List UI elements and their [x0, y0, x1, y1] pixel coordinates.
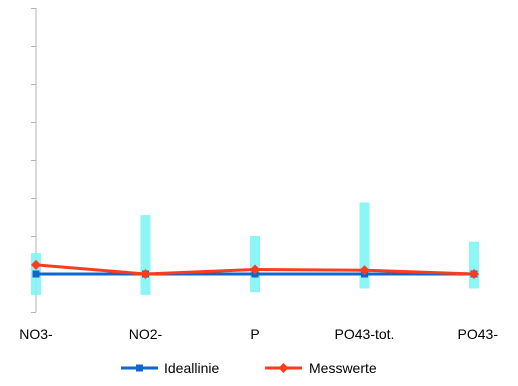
- x-tick-labels: NO3- NO2- P PO43-tot. PO43-: [19, 326, 498, 342]
- point-Ideallinie-NO3-: [32, 270, 40, 278]
- point-Messwerte-NO2-: [140, 269, 151, 279]
- series-group: [31, 259, 479, 279]
- point-Messwerte-PO43-: [469, 269, 479, 279]
- legend-label-Messwerte: Messwerte: [309, 360, 377, 376]
- error-bar-NO2-: [140, 215, 151, 295]
- error-bar-PO43-tot.: [359, 202, 370, 289]
- error-bars: [31, 202, 479, 295]
- point-Messwerte-NO3-: [31, 259, 41, 270]
- error-bar-PO43-: [469, 241, 479, 289]
- point-Messwerte-P: [250, 264, 260, 275]
- legend-marker-Ideallinie: [136, 364, 143, 372]
- error-bar-P: [250, 236, 260, 293]
- x-tick-label-NO3-: NO3-: [19, 326, 53, 342]
- x-tick-label-P: P: [250, 326, 259, 342]
- x-tick-label-PO43-: PO43-: [458, 326, 499, 342]
- legend-label-Ideallinie: Ideallinie: [164, 360, 219, 376]
- x-tick-label-NO2-: NO2-: [129, 326, 163, 342]
- x-tick-label-PO43-tot.: PO43-tot.: [335, 326, 395, 342]
- legend: Ideallinie Messwerte: [121, 360, 377, 376]
- legend-marker-Messwerte: [278, 363, 289, 373]
- point-Messwerte-PO43-tot.: [359, 265, 370, 276]
